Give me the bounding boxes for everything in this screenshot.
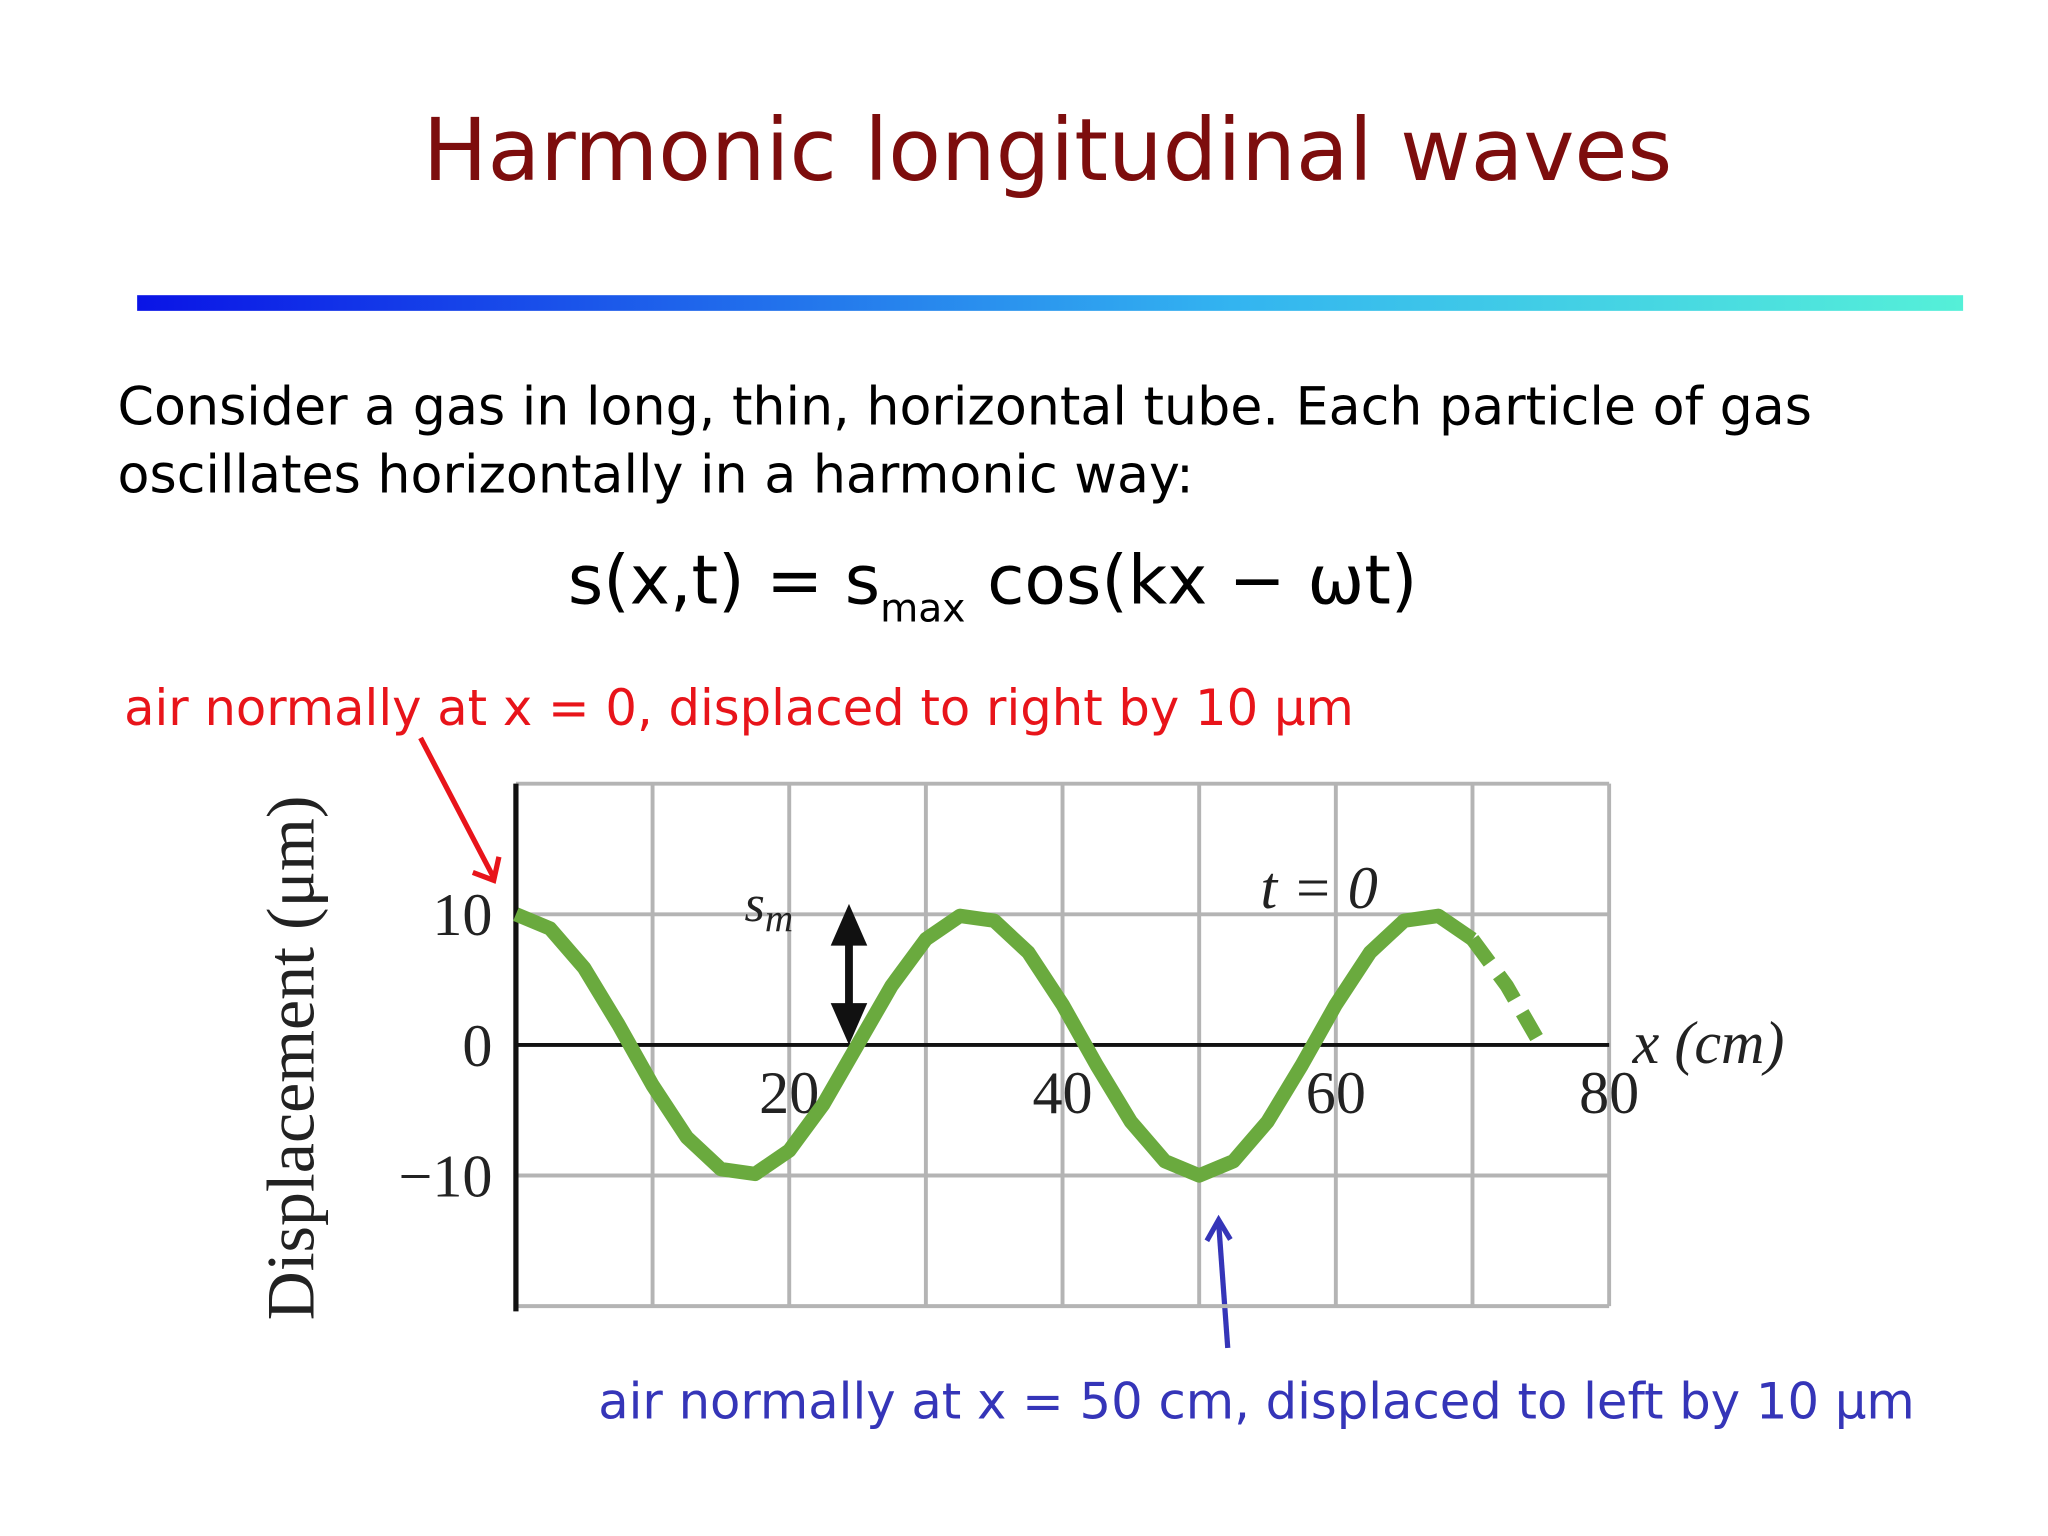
equation-lhs: s(x,t) = s bbox=[568, 541, 880, 620]
amplitude-label-main: s bbox=[744, 875, 764, 933]
slide-title: Harmonic longitudinal waves bbox=[423, 101, 1673, 201]
wave-line bbox=[513, 907, 1477, 1183]
annotation-blue: air normally at x = 50 cm, displaced to … bbox=[598, 1372, 1915, 1430]
equation-sub: max bbox=[880, 587, 965, 632]
red-arrow bbox=[418, 736, 502, 884]
x-tick-label: 60 bbox=[1306, 1059, 1366, 1126]
equation-rhs: cos(kx − ωt) bbox=[965, 541, 1417, 620]
amplitude-label: sm bbox=[744, 875, 793, 940]
amplitude-label-sub: m bbox=[765, 897, 793, 940]
body-line: oscillates horizontally in a harmonic wa… bbox=[118, 445, 1194, 505]
x-tick-label: 40 bbox=[1032, 1059, 1092, 1126]
annotation-red: air normally at x = 0, displaced to righ… bbox=[124, 679, 1354, 737]
wave-line bbox=[1466, 934, 1548, 1049]
amplitude-arrow-head bbox=[830, 903, 868, 946]
y-tick-label: −10 bbox=[398, 1142, 492, 1209]
y-axis-label: Displacement (μm) bbox=[252, 796, 328, 1321]
divider bbox=[137, 295, 1964, 311]
body-line: Consider a gas in long, thin, horizontal… bbox=[118, 377, 1812, 437]
amplitude-arrow bbox=[830, 903, 868, 1045]
amplitude-arrow-head bbox=[830, 1003, 868, 1045]
blue-arrow bbox=[1204, 1214, 1233, 1349]
curve-label: t = 0 bbox=[1261, 854, 1378, 921]
y-tick-label: 10 bbox=[432, 881, 492, 948]
y-tick-label: 0 bbox=[462, 1012, 492, 1079]
equation: s(x,t) = smax cos(kx − ωt) bbox=[568, 541, 1417, 631]
x-tick-label: 80 bbox=[1579, 1059, 1639, 1126]
x-axis-label: x (cm) bbox=[1632, 1009, 1785, 1076]
